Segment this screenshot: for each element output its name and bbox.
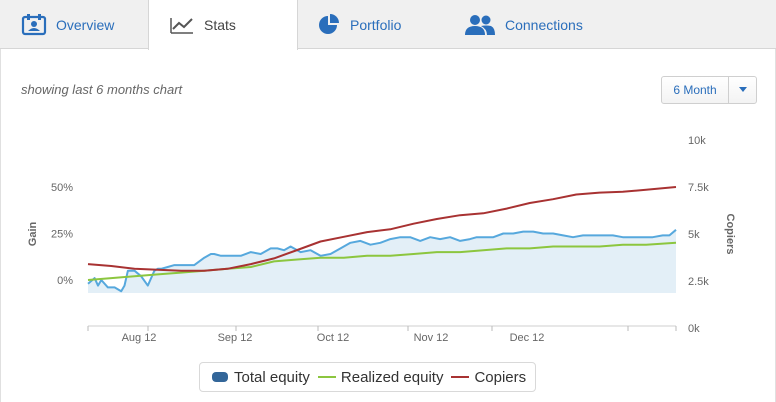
line-chart-icon xyxy=(169,15,195,35)
copiers-swatch xyxy=(451,376,470,378)
legend-item-realized-equity[interactable]: Realized equity xyxy=(316,368,444,386)
chart-subtitle: showing last 6 months chart xyxy=(21,82,183,97)
period-select[interactable]: 6 Month xyxy=(661,76,757,104)
period-select-value: 6 Month xyxy=(662,77,729,103)
tab-overview[interactable]: Overview xyxy=(0,0,148,49)
tab-label: Stats xyxy=(204,17,236,33)
legend-label: Total equity xyxy=(234,368,310,386)
pie-chart-icon xyxy=(317,13,341,37)
legend-item-total-equity[interactable]: Total equity xyxy=(209,369,310,386)
realized-equity-swatch xyxy=(317,376,336,378)
legend-label: Copiers xyxy=(474,368,527,386)
total-equity-swatch xyxy=(212,372,228,382)
tab-label: Connections xyxy=(505,16,583,33)
stats-panel xyxy=(0,49,776,402)
tab-label: Portfolio xyxy=(350,16,402,33)
id-card-icon xyxy=(21,13,47,37)
legend-label: Realized equity xyxy=(340,368,444,386)
tab-portfolio[interactable]: Portfolio xyxy=(298,0,448,49)
tab-connections[interactable]: Connections xyxy=(448,0,618,49)
caret-down-icon[interactable] xyxy=(729,77,756,103)
chart-legend: Total equity Realized equity Copiers xyxy=(199,362,537,392)
legend-item-copiers[interactable]: Copiers xyxy=(449,369,526,386)
users-icon xyxy=(464,14,496,36)
tab-stats[interactable]: Stats xyxy=(148,0,298,50)
tab-bar: Overview Stats Portfolio Connections xyxy=(0,0,776,50)
tab-label: Overview xyxy=(56,16,115,33)
